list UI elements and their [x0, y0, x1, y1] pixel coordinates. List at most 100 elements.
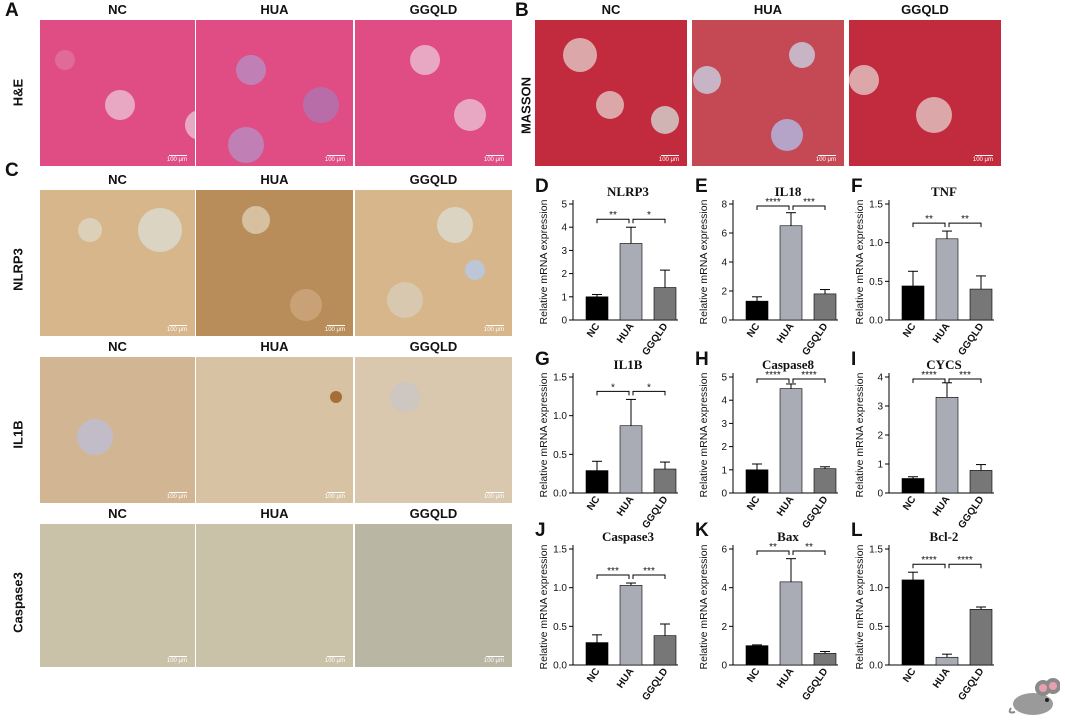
row-label-masson: MASSON	[518, 76, 534, 135]
significance-label: **	[805, 542, 813, 553]
nlrp3-image-ggqld: 100 μm	[355, 190, 512, 336]
chart-caspase3: Caspase3 Relative mRNA expression 0.0 0.5 1.…	[535, 525, 695, 703]
bar-ggqld	[969, 470, 993, 494]
y-tick-label: 1.0	[553, 583, 567, 594]
chart-svg: Bcl-2 Relative mRNA expression 0.0 0.5 1.0 1.…	[854, 529, 994, 703]
y-tick-label: 2	[721, 287, 727, 298]
y-tick-label: 4	[721, 258, 727, 269]
bar-nc	[585, 470, 609, 494]
panel-letter-l: L	[851, 520, 863, 541]
column-header-hua: HUA	[753, 2, 783, 17]
column-header-hua: HUA	[260, 172, 289, 187]
chart-title: Bcl-2	[930, 529, 959, 544]
scale-bar: 100 μm	[324, 327, 345, 333]
x-tick-label: NC	[745, 494, 762, 512]
significance-bracket	[948, 222, 982, 228]
bar-hua	[619, 585, 643, 666]
bar-nc	[745, 300, 769, 321]
y-tick-label: 5	[721, 373, 727, 384]
y-tick-label: 1	[877, 460, 883, 471]
significance-bracket	[596, 218, 630, 224]
y-tick-label: 3	[561, 246, 567, 257]
scale-bar: 100 μm	[483, 494, 504, 500]
panel-letter-e: E	[695, 176, 708, 197]
panel-letter-g: G	[535, 349, 550, 370]
caspase3-image-nc: 100 μm	[40, 524, 195, 667]
scale-bar: 100 μm	[166, 494, 187, 500]
x-tick-label: NC	[745, 321, 762, 339]
caspase3-image-ggqld: 100 μm	[355, 524, 512, 667]
y-axis-label: Relative mRNA expression	[538, 372, 550, 497]
mouse-icon	[1005, 672, 1061, 716]
significance-bracket	[632, 218, 666, 224]
x-tick-label: HUA	[615, 321, 636, 345]
he-image-ggqld: 100 μm	[355, 20, 512, 166]
significance-bracket	[948, 563, 982, 569]
x-tick-label: NC	[585, 321, 602, 339]
masson-image-hua: 100 μm	[692, 20, 844, 166]
column-header-ggqld: GGQLD	[409, 2, 458, 17]
bar-hua	[779, 388, 803, 494]
scale-bar: 100 μm	[166, 157, 187, 163]
y-tick-label: 8	[721, 200, 727, 211]
y-tick-label: 0.5	[553, 622, 567, 633]
y-tick-label: 2	[721, 442, 727, 453]
y-tick-label: 1.0	[869, 583, 883, 594]
scale-bar: 100 μm	[324, 157, 345, 163]
x-tick-label: NC	[585, 494, 602, 512]
masson-image-ggqld: 100 μm	[849, 20, 1001, 166]
panel-letter-k: K	[695, 520, 709, 541]
y-axis-label: Relative mRNA expression	[698, 544, 710, 669]
y-tick-label: 3	[721, 419, 727, 430]
x-tick-label: HUA	[775, 666, 796, 690]
y-tick-label: 0	[877, 489, 883, 500]
significance-label: ****	[765, 197, 781, 208]
significance-bracket	[756, 378, 790, 383]
y-tick-label: 2	[877, 431, 883, 442]
significance-label: **	[961, 214, 969, 225]
chart-tnf: TNF Relative mRNA expression 0.0 0.5 1.0 1.5 N…	[851, 180, 1007, 358]
y-tick-label: 5	[561, 200, 567, 211]
bar-hua	[619, 425, 643, 494]
bar-ggqld	[653, 468, 677, 494]
significance-label: *	[611, 382, 615, 393]
x-tick-label: NC	[585, 666, 602, 684]
chart-bcl2: Bcl-2 Relative mRNA expression 0.0 0.5 1.0 1.…	[851, 525, 1007, 703]
column-header-hua: HUA	[260, 506, 289, 521]
chart-title: TNF	[931, 184, 957, 199]
column-header-ggqld: GGQLD	[409, 172, 458, 187]
significance-label: ****	[801, 370, 817, 381]
il1b-image-hua: 100 μm	[196, 357, 353, 503]
chart-title: IL1B	[614, 357, 643, 372]
bar-nc	[585, 296, 609, 321]
x-tick-label: GGQLD	[640, 666, 670, 702]
y-tick-label: 4	[721, 583, 727, 594]
y-tick-label: 0	[721, 316, 727, 327]
panel-letter-c: C	[5, 160, 19, 181]
panel-letter-h: H	[695, 349, 709, 370]
bar-ggqld	[653, 635, 677, 666]
chart-title: Caspase3	[602, 529, 655, 544]
y-tick-label: 2	[721, 622, 727, 633]
column-header-ggqld: GGQLD	[409, 506, 458, 521]
chart-nlrp3: NLRP3 Relative mRNA expression 0 1 2 3 4 5 NC HUA…	[535, 180, 695, 358]
y-tick-label: 1	[561, 292, 567, 303]
scale-bar: 100 μm	[483, 658, 504, 664]
column-header-hua: HUA	[260, 339, 289, 354]
bar-ggqld	[653, 287, 677, 321]
row-label-caspase3: Caspase3	[10, 572, 26, 633]
y-tick-label: 0.0	[553, 489, 567, 500]
column-header-nc: NC	[601, 2, 621, 17]
x-tick-label: HUA	[931, 321, 952, 345]
y-axis-label: Relative mRNA expression	[854, 199, 866, 324]
y-tick-label: 1.5	[869, 545, 883, 556]
y-axis-label: Relative mRNA expression	[854, 372, 866, 497]
significance-bracket	[792, 550, 826, 555]
panel-letter-d: D	[535, 176, 549, 197]
significance-bracket	[912, 563, 946, 569]
scale-bar: 100 μm	[815, 157, 836, 163]
significance-bracket	[596, 390, 630, 396]
x-tick-label: NC	[901, 666, 918, 684]
bar-hua	[779, 225, 803, 321]
